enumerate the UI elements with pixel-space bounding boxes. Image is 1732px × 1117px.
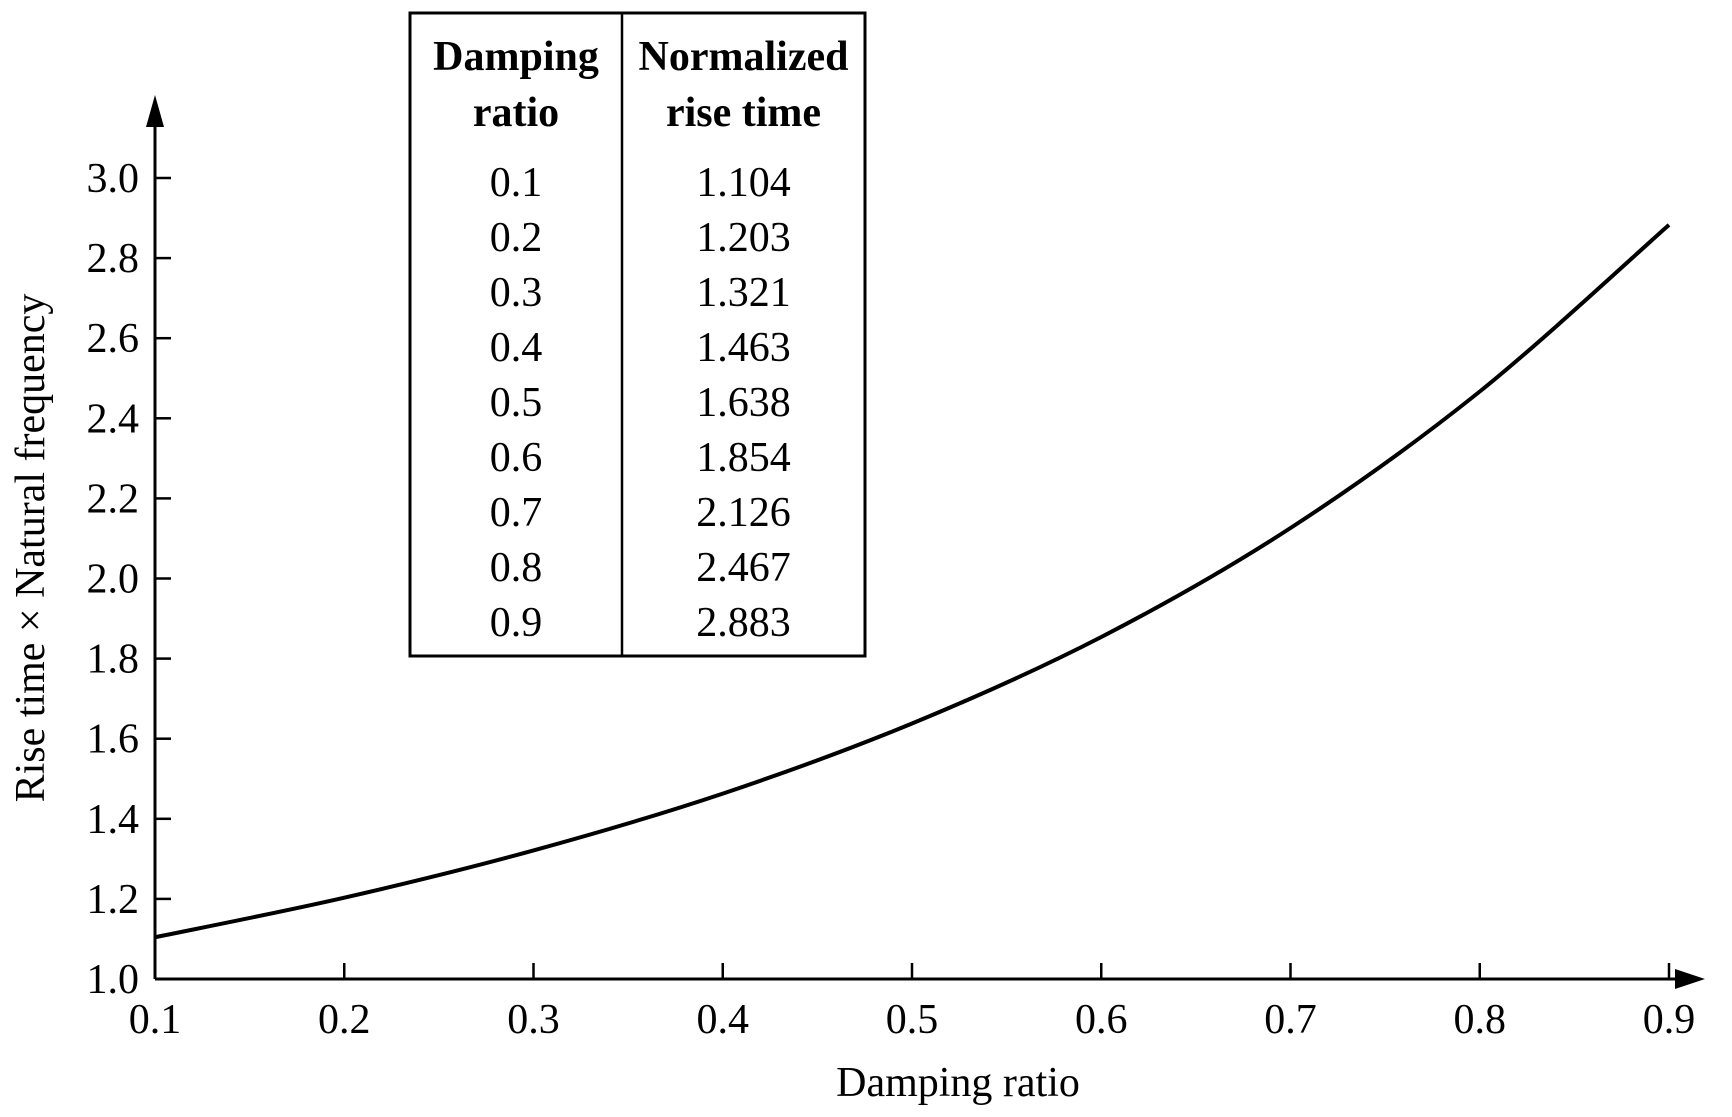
- y-tick-label: 2.8: [87, 236, 140, 282]
- y-tick-label: 2.6: [87, 316, 140, 362]
- axes: [146, 95, 1705, 989]
- y-tick-label: 1.6: [87, 717, 140, 763]
- y-tick-label: 1.4: [87, 797, 140, 843]
- x-tick-label: 0.3: [507, 997, 560, 1043]
- table-header-cell: rise time: [666, 90, 821, 136]
- data-table: Damping ratio Normalized rise time 0.1 1.104 0…: [408, 11, 867, 658]
- x-tick-label: 0.7: [1264, 997, 1317, 1043]
- table-cell: 0.6: [490, 435, 543, 481]
- table-cell: 0.1: [490, 160, 543, 206]
- y-tick-label: 1.2: [87, 877, 140, 923]
- table-header-cell: Normalized: [639, 34, 849, 80]
- y-tick-label: 3.0: [87, 156, 140, 202]
- table-cell: 2.126: [696, 490, 791, 536]
- x-tick-label: 0.1: [129, 997, 182, 1043]
- table-cell: 1.104: [696, 160, 791, 206]
- x-tick-label: 0.4: [697, 997, 750, 1043]
- table-cell: 0.4: [490, 325, 543, 371]
- table-cell: 1.203: [696, 215, 791, 261]
- table-header-cell: ratio: [473, 90, 559, 136]
- table-cell: 1.321: [696, 270, 791, 316]
- y-axis-label: Rise time × Natural frequency: [8, 294, 54, 803]
- y-tick-label: 1.8: [87, 637, 140, 683]
- table-cell: 0.9: [490, 600, 543, 646]
- table-cell: 1.638: [696, 380, 791, 426]
- table-cell: 0.7: [490, 490, 543, 536]
- table-cell: 0.8: [490, 545, 543, 591]
- table-cell: 0.5: [490, 380, 543, 426]
- y-axis-arrowhead: [146, 95, 164, 127]
- x-tick-label: 0.2: [318, 997, 371, 1043]
- x-axis-arrowhead: [1675, 969, 1705, 989]
- series-line: [154, 223, 1671, 940]
- table-cell: 2.883: [696, 600, 791, 646]
- table-cell: 1.463: [696, 325, 791, 371]
- y-tick-label: 1.0: [87, 957, 140, 1003]
- x-tick-label: 0.9: [1643, 997, 1696, 1043]
- table-cell: 0.3: [490, 270, 543, 316]
- x-tick-label: 0.5: [886, 997, 939, 1043]
- y-tick-label: 2.0: [87, 557, 140, 603]
- x-axis-label: Damping ratio: [836, 1060, 1080, 1106]
- table-cell: 2.467: [696, 545, 791, 591]
- table-cell: 1.854: [696, 435, 791, 481]
- ticks: 0.1 0.2 0.3 0.4 0.5 0.6 0.7 0.8 0.9 1.0 1.2 1.4 1.6 1…: [87, 156, 1696, 1043]
- table-header-cell: Damping: [433, 34, 599, 80]
- series: [154, 223, 1671, 940]
- x-tick-label: 0.6: [1075, 997, 1128, 1043]
- y-tick-label: 2.4: [87, 396, 140, 442]
- table-border: [408, 11, 867, 658]
- y-tick-label: 2.2: [87, 476, 140, 522]
- table-cell: 0.2: [490, 215, 543, 261]
- x-tick-label: 0.8: [1454, 997, 1507, 1043]
